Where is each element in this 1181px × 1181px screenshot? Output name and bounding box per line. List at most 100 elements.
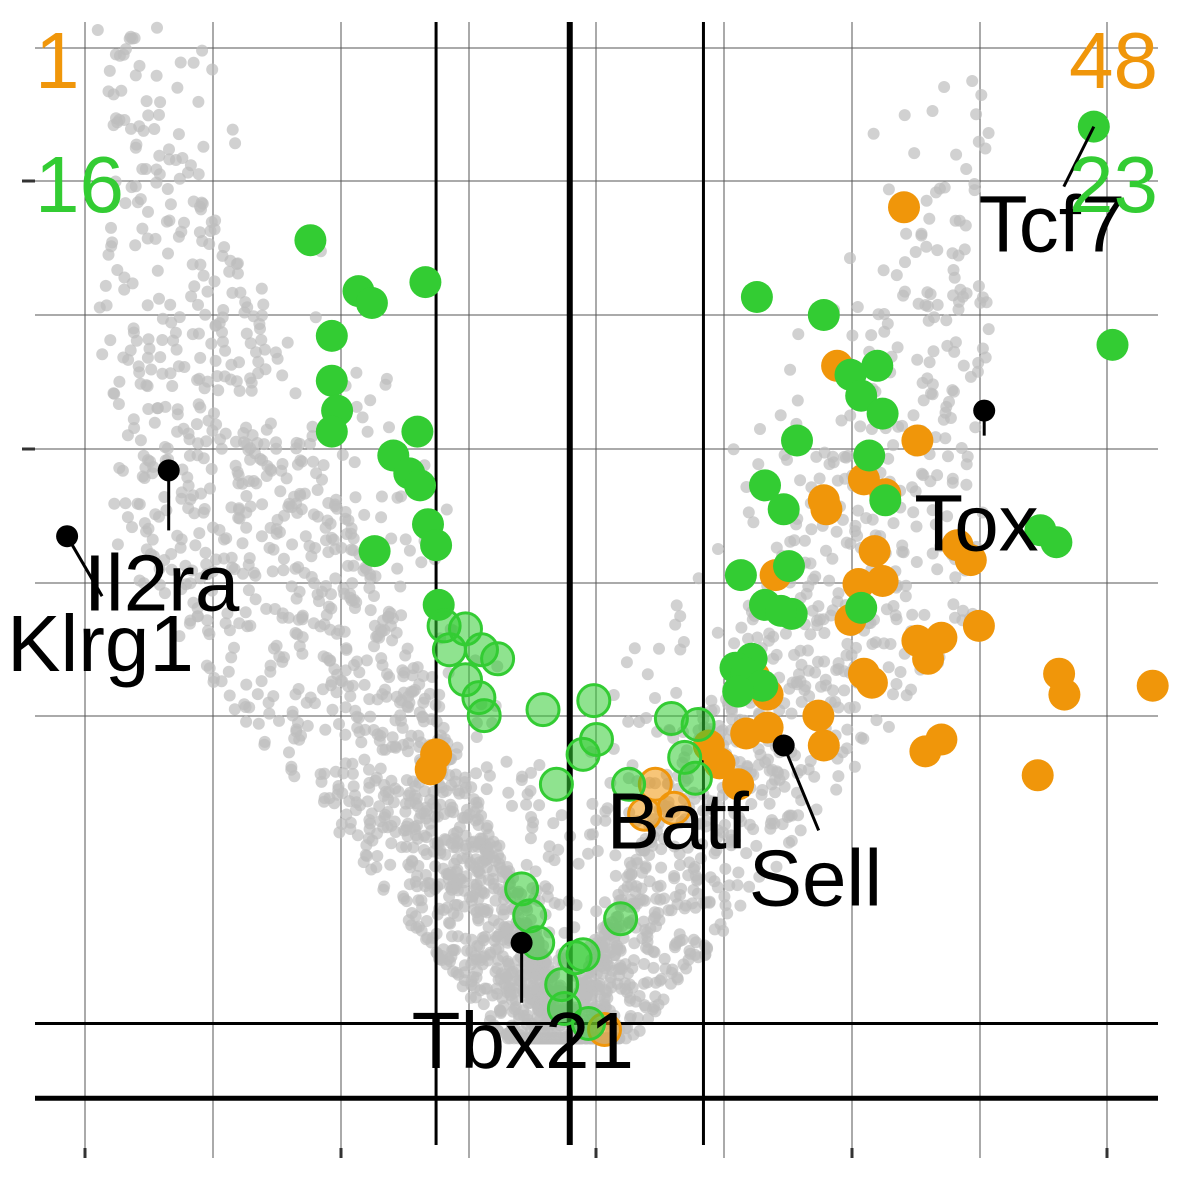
background-point: [870, 714, 883, 727]
green-point: [722, 675, 755, 708]
background-point: [337, 767, 350, 780]
background-point: [326, 703, 339, 716]
background-point: [304, 437, 316, 450]
background-point: [851, 301, 864, 313]
background-point: [472, 912, 484, 925]
background-point: [142, 333, 155, 346]
background-point: [209, 354, 222, 367]
background-point: [242, 475, 255, 488]
background-point: [183, 449, 196, 462]
background-point: [972, 135, 985, 148]
green-point: [724, 559, 757, 592]
background-point: [415, 807, 428, 820]
background-point: [669, 618, 682, 631]
background-point: [419, 869, 432, 881]
background-point: [269, 346, 282, 359]
background-point: [164, 298, 177, 311]
background-point: [364, 394, 377, 407]
orange-point: [888, 191, 920, 224]
background-point: [273, 650, 286, 663]
background-point: [769, 786, 781, 799]
green-point: [667, 739, 703, 775]
background-point: [278, 509, 291, 522]
background-point: [353, 726, 366, 739]
background-point: [446, 880, 459, 893]
background-point: [225, 358, 238, 371]
background-point: [942, 450, 954, 463]
background-point: [386, 634, 399, 647]
background-point: [805, 523, 818, 536]
background-point: [539, 880, 552, 893]
background-point: [399, 533, 412, 546]
background-point: [840, 536, 853, 549]
background-point: [944, 412, 957, 424]
background-point: [926, 547, 939, 560]
orange-point: [962, 609, 995, 642]
background-point: [292, 683, 305, 695]
background-point: [218, 241, 231, 254]
orange-point: [807, 729, 840, 762]
orange-point: [1021, 759, 1054, 792]
background-point: [167, 334, 180, 347]
background-point: [851, 529, 864, 542]
orange-point: [912, 642, 945, 675]
background-point: [379, 785, 392, 798]
background-point: [91, 24, 104, 36]
background-point: [609, 869, 622, 882]
background-point: [923, 212, 936, 225]
background-point: [480, 783, 493, 796]
background-point: [877, 637, 890, 650]
background-point: [813, 472, 826, 485]
background-point: [774, 409, 787, 422]
green-point: [1096, 328, 1129, 361]
background-point: [465, 945, 478, 958]
background-point: [187, 56, 200, 69]
background-point: [258, 738, 271, 751]
background-point: [130, 334, 143, 347]
background-point: [198, 503, 211, 515]
background-point: [333, 718, 345, 730]
background-point: [374, 762, 387, 775]
background-point: [938, 81, 951, 93]
background-point: [670, 599, 683, 612]
background-point: [548, 897, 561, 909]
background-point: [408, 789, 421, 802]
background-point: [492, 849, 505, 862]
background-point: [899, 590, 912, 603]
background-point: [451, 741, 464, 754]
background-point: [638, 958, 651, 970]
background-point: [144, 455, 157, 468]
background-point: [329, 572, 342, 585]
background-point: [358, 753, 371, 766]
green-point: [680, 707, 716, 742]
background-point: [622, 715, 635, 728]
background-point: [316, 473, 328, 486]
background-point: [590, 905, 603, 918]
background-point: [919, 299, 932, 312]
background-point: [197, 452, 210, 465]
background-point: [832, 657, 845, 670]
background-point: [887, 517, 900, 530]
background-point: [255, 530, 268, 543]
background-point: [370, 861, 383, 874]
background-point: [958, 243, 971, 256]
background-point: [347, 532, 360, 545]
background-point: [898, 109, 911, 122]
background-point: [830, 525, 843, 538]
background-point: [148, 416, 161, 429]
background-point: [201, 614, 214, 627]
background-point: [784, 535, 797, 548]
background-point: [762, 753, 774, 766]
background-point: [296, 647, 309, 660]
gene-label-tox: Tox: [914, 479, 1038, 568]
background-point: [520, 798, 533, 811]
background-point: [203, 628, 216, 641]
background-point: [104, 334, 117, 347]
green-point: [853, 439, 886, 472]
green-point: [358, 535, 391, 568]
background-point: [117, 48, 130, 61]
background-point: [342, 514, 355, 527]
green-point: [525, 692, 561, 728]
background-point: [391, 562, 404, 575]
background-point: [151, 21, 163, 34]
